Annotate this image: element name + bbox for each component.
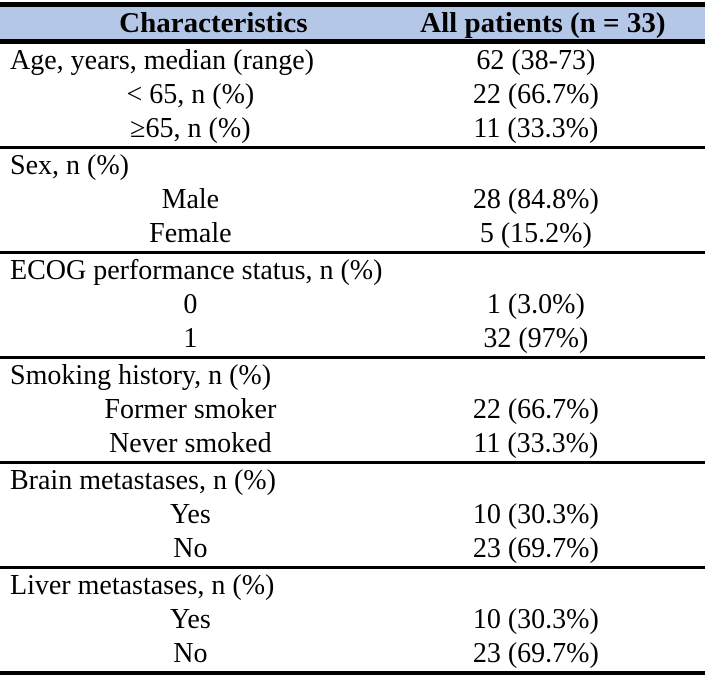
table-row: Yes 10 (30.3%) [0, 603, 705, 637]
row-value: 23 (69.7%) [472, 533, 599, 564]
row-value: 10 (30.3%) [472, 499, 599, 530]
row-value: 32 (97%) [483, 323, 589, 354]
table-row: 1 32 (97%) [0, 322, 705, 356]
row-label: Former smoker [104, 394, 277, 425]
row-value: 5 (15.2%) [479, 218, 592, 249]
row-label: < 65, n (%) [126, 79, 255, 110]
table-row: ECOG performance status, n (%) [0, 254, 705, 288]
row-label: ≥65, n (%) [130, 113, 251, 144]
table-header-row: Characteristics All patients (n = 33) [0, 7, 705, 44]
row-label: Age, years, median (range) [10, 45, 314, 76]
row-value: 1 (3.0%) [486, 289, 585, 320]
patient-characteristics-table: Characteristics All patients (n = 33) Ag… [0, 2, 705, 675]
table-row: 0 1 (3.0%) [0, 288, 705, 322]
row-label: 1 [183, 323, 198, 354]
row-label: 0 [183, 289, 198, 320]
table-row: Age, years, median (range) 62 (38-73) [0, 44, 705, 78]
table-row: Yes 10 (30.3%) [0, 498, 705, 532]
row-value: 11 (33.3%) [473, 113, 599, 144]
row-label: Female [149, 218, 232, 249]
row-label: Sex, n (%) [10, 150, 129, 181]
table-row: < 65, n (%) 22 (66.7%) [0, 78, 705, 112]
header-all-patients: All patients (n = 33) [420, 6, 666, 39]
row-label: Yes [169, 604, 211, 635]
table-row: ≥65, n (%) 11 (33.3%) [0, 112, 705, 146]
row-label: Liver metastases, n (%) [10, 570, 275, 601]
table-row: Smoking history, n (%) [0, 359, 705, 393]
table-row: Sex, n (%) [0, 149, 705, 183]
row-label: ECOG performance status, n (%) [10, 255, 383, 286]
row-value: 11 (33.3%) [473, 428, 599, 459]
row-value: 62 (38-73) [476, 45, 596, 76]
section-age: Age, years, median (range) 62 (38-73) < … [0, 44, 705, 146]
table-row: Brain metastases, n (%) [0, 464, 705, 498]
row-value: 10 (30.3%) [472, 604, 599, 635]
row-value: 23 (69.7%) [472, 638, 599, 669]
row-label: Male [161, 184, 220, 215]
row-value: 28 (84.8%) [472, 184, 599, 215]
table-row: Liver metastases, n (%) [0, 569, 705, 603]
table-row: Former smoker 22 (66.7%) [0, 393, 705, 427]
section-liver-metastases: Liver metastases, n (%) Yes 10 (30.3%) N… [0, 566, 705, 671]
row-label: Never smoked [109, 428, 272, 459]
table-row: Never smoked 11 (33.3%) [0, 427, 705, 461]
row-label: Brain metastases, n (%) [10, 465, 276, 496]
table-row: No 23 (69.7%) [0, 637, 705, 671]
row-label: No [173, 533, 208, 564]
section-ecog: ECOG performance status, n (%) 0 1 (3.0%… [0, 251, 705, 356]
table-row: Female 5 (15.2%) [0, 217, 705, 251]
row-label: Smoking history, n (%) [10, 360, 272, 391]
section-brain-metastases: Brain metastases, n (%) Yes 10 (30.3%) N… [0, 461, 705, 566]
row-value: 22 (66.7%) [472, 394, 599, 425]
row-value: 22 (66.7%) [472, 79, 599, 110]
section-smoking: Smoking history, n (%) Former smoker 22 … [0, 356, 705, 461]
row-label: No [173, 638, 208, 669]
header-characteristics: Characteristics [119, 6, 308, 39]
table-row: Male 28 (84.8%) [0, 183, 705, 217]
section-sex: Sex, n (%) Male 28 (84.8%) Female 5 (15.… [0, 146, 705, 251]
row-label: Yes [169, 499, 211, 530]
table-row: No 23 (69.7%) [0, 532, 705, 566]
